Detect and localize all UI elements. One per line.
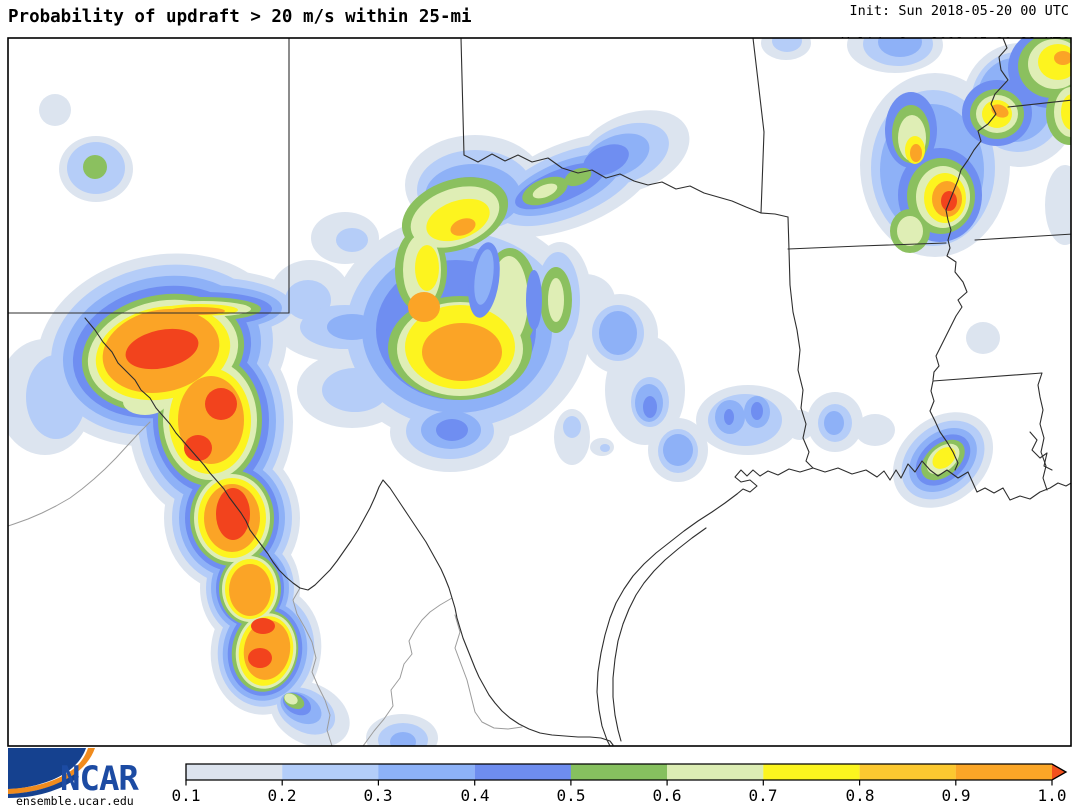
probability-contours [8,38,1071,746]
colorbar-label: 0.1 [171,786,201,805]
init-timestamp: Init: Sun 2018-05-20 00 UTC [849,3,1069,19]
colorbar-label: 0.2 [267,786,297,805]
site-url: ensemble.ucar.edu [16,794,134,808]
ncar-logo-orange-arc [8,748,95,794]
colorbar-outline [185,763,1068,781]
ncar-logo-swoosh [8,748,86,789]
mexico-state-borders [8,421,523,746]
map-border [7,37,1072,747]
colorbar-overflow-arrow [1052,764,1066,780]
colorbar-ticks [185,780,1053,786]
colorbar [185,763,1068,786]
contour-notches [468,242,542,330]
colorbar-label: 0.6 [652,786,682,805]
ncar-logo: NCAR [8,748,140,799]
colorbar-label: 1.0 [1037,786,1067,805]
colorbar-label: 0.9 [941,786,971,805]
colorbar-label: 0.8 [845,786,875,805]
contour-band-max [125,191,957,668]
colorbar-label: 0.7 [748,786,778,805]
page-title: Probability of updraft > 20 m/s within 2… [8,7,472,27]
colorbar-label: 0.4 [460,786,490,805]
state-borders [8,38,1071,746]
ncar-logo-lower-swoosh [8,773,79,798]
colorbar-segments [186,764,1052,780]
colorbar-label: 0.5 [556,786,586,805]
ncar-logo-text: NCAR [60,759,139,799]
colorbar-label: 0.3 [363,786,393,805]
